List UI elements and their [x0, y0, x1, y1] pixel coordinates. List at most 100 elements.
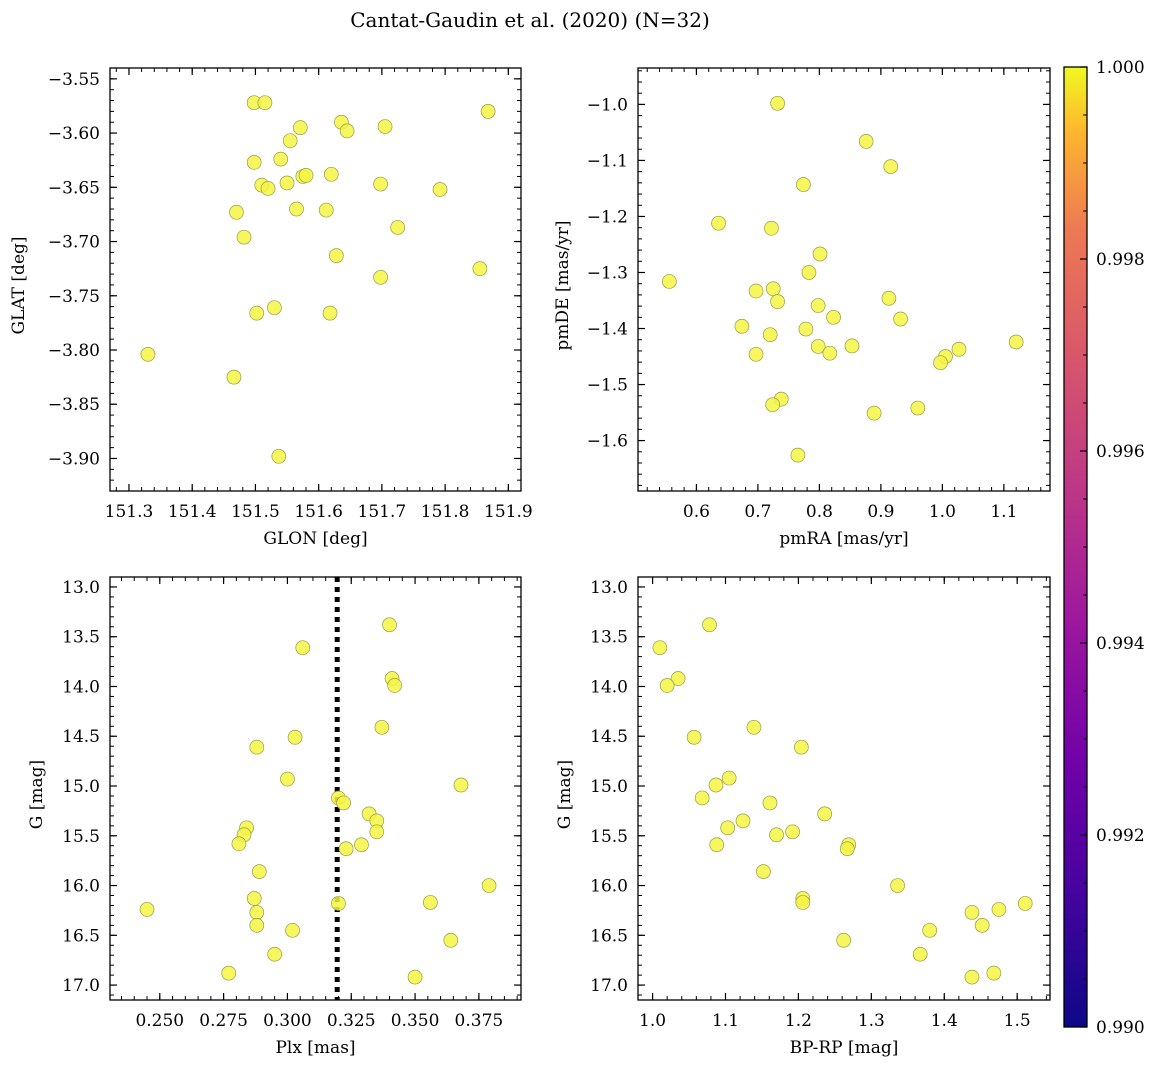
data-point [480, 104, 496, 119]
data-point [373, 269, 388, 285]
data-point [287, 729, 303, 745]
data-point [139, 902, 155, 917]
data-point [686, 729, 702, 745]
data-point [910, 400, 926, 416]
data-point [765, 397, 781, 413]
data-point [796, 177, 811, 192]
data-point [748, 346, 764, 362]
data-point [810, 339, 826, 354]
data-point [883, 159, 899, 174]
y-tick-label: −3.75 [48, 287, 100, 307]
y-tick-label: 14.5 [62, 727, 100, 747]
axes-frame [637, 576, 1051, 1001]
data-point [338, 841, 354, 857]
data-point [694, 790, 710, 806]
data-point [762, 795, 778, 811]
data-point [702, 617, 717, 633]
y-tick-label: 16.0 [62, 877, 100, 897]
x-tick-label: 151.7 [358, 502, 407, 522]
x-tick-label: 0.300 [263, 1011, 312, 1031]
y-tick-label: −1.3 [587, 263, 628, 283]
data-point [991, 902, 1007, 917]
x-tick-label: 0.6 [683, 502, 710, 522]
data-point [770, 294, 785, 309]
x-tick-label: 0.275 [199, 1011, 248, 1031]
y-tick-label: 14.5 [590, 727, 628, 747]
data-point [764, 220, 779, 236]
data-point [1017, 896, 1033, 911]
data-point [323, 166, 339, 182]
y-tick-label: −1.5 [587, 376, 628, 396]
data-point [390, 220, 406, 235]
x-tick-label: 151.3 [105, 502, 154, 522]
data-point [826, 309, 841, 325]
figure-title: Cantat-Gaudin et al. (2020) (N=32) [350, 8, 710, 32]
y-tick-label: −3.80 [48, 341, 100, 361]
colorbar-tick-label: 0.990 [1096, 1018, 1145, 1038]
data-point [273, 151, 289, 167]
y-tick-label: 14.0 [62, 677, 100, 697]
x-tick-label: 1.0 [929, 502, 956, 522]
data-point [374, 719, 390, 735]
x-axis-label: pmRA [mas/yr] [779, 529, 908, 549]
y-tick-label: 15.0 [590, 777, 628, 797]
data-point [249, 305, 265, 321]
data-point [246, 155, 262, 170]
colorbar-tick-label: 1.000 [1096, 58, 1145, 78]
data-point [793, 739, 809, 755]
data-point [322, 305, 338, 321]
data-point [844, 338, 860, 354]
y-axis-label: G [mag] [555, 760, 575, 829]
data-point [318, 202, 334, 218]
y-tick-label: −1.1 [587, 151, 628, 171]
data-point [280, 771, 295, 787]
data-point [659, 678, 675, 693]
data-point [282, 133, 298, 149]
data-point [285, 922, 300, 938]
y-tick-label: −3.70 [48, 233, 100, 253]
data-point [382, 617, 397, 633]
data-point [769, 827, 784, 843]
data-point [746, 719, 762, 735]
data-point [336, 795, 351, 811]
data-point [231, 836, 247, 852]
data-point [354, 837, 369, 853]
axes-frame [637, 67, 1051, 492]
data-point [912, 946, 928, 962]
y-tick-label: −1.6 [587, 432, 628, 452]
data-point [756, 864, 771, 879]
x-tick-label: 1.3 [858, 1011, 885, 1031]
panel-pmra-pmde: 0.6 0.7 0.8 0.9 1.0 1.1 −1.0 −1.1 −1.2 −1.3 −1.4 −1… [553, 67, 1051, 549]
y-tick-label: 17.0 [590, 976, 628, 996]
data-point [711, 215, 726, 231]
data-point [801, 265, 817, 280]
data-point [735, 813, 751, 829]
data-point [221, 965, 237, 981]
data-point [839, 841, 855, 857]
y-tick-label: −3.85 [48, 395, 100, 415]
data-point [423, 895, 438, 910]
axes-frame [109, 576, 522, 1001]
y-tick-label: 13.0 [62, 578, 100, 598]
y-tick-label: 17.0 [62, 976, 100, 996]
y-axis-label: pmDE [mas/yr] [553, 220, 573, 350]
data-point [812, 246, 828, 262]
data-point [662, 274, 677, 289]
data-point [229, 204, 244, 220]
data-point [267, 946, 283, 962]
data-point [226, 369, 242, 385]
data-point [271, 448, 287, 464]
data-point [432, 182, 448, 197]
data-point [893, 311, 908, 327]
x-tick-label: 0.325 [327, 1011, 376, 1031]
x-tick-label: 0.7 [744, 502, 771, 522]
x-tick-label: 1.5 [1004, 1011, 1031, 1031]
data-point [810, 298, 826, 313]
y-tick-label: −1.2 [587, 207, 628, 227]
x-axis-label: GLON [deg] [263, 529, 367, 549]
data-point [836, 932, 851, 948]
x-axis-label: BP-RP [mag] [790, 1038, 899, 1058]
x-tick-label: 1.1 [990, 502, 1017, 522]
data-point [472, 261, 488, 277]
data-point [720, 820, 736, 836]
